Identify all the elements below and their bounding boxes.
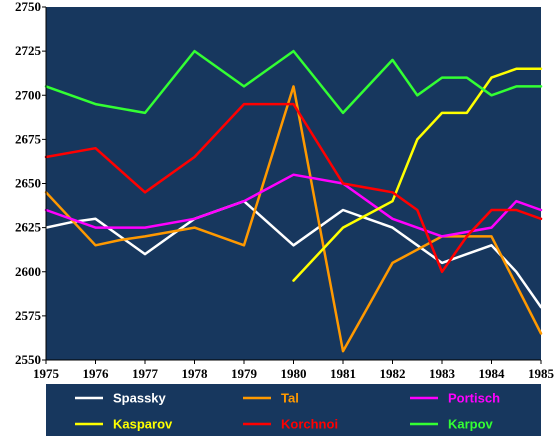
x-tick-label: 1982 [380,366,406,381]
legend-label-spassky: Spassky [113,391,167,406]
y-tick-label: 2725 [15,43,42,58]
y-tick-label: 2650 [15,176,41,191]
y-tick-label: 2550 [15,352,41,367]
x-tick-label: 1983 [429,366,456,381]
y-tick-label: 2700 [15,87,41,102]
y-tick-label: 2575 [15,308,42,323]
x-tick-label: 1984 [479,366,506,381]
x-tick-label: 1979 [231,366,258,381]
series-line-portisch [44,173,543,238]
legend-label-tal: Tal [281,391,299,406]
axes: 2550 2575 2600 2625 2650 2675 2700 2725 2750 1975… [15,0,555,381]
legend-label-korchnoi: Korchnoi [281,417,338,432]
x-tick-label: 1975 [33,366,60,381]
series-line-spassky [44,199,543,309]
series-line-kasparov [292,67,543,282]
legend-box [46,384,541,436]
x-tick-label: 1976 [83,366,110,381]
plot-area [46,7,541,360]
legend-label-kasparov: Kasparov [113,417,173,432]
legend-label-karpov: Karpov [448,417,494,432]
x-tick-label: 1981 [330,366,356,381]
series-lines [44,49,543,353]
y-tick-label: 2750 [15,0,41,14]
x-tick-label: 1977 [132,366,159,381]
y-tick-label: 2675 [15,131,42,146]
series-line-korchnoi [44,102,543,274]
series-line-karpov [44,49,543,115]
x-tick-label: 1985 [528,366,555,381]
y-tick-label: 2600 [15,264,41,279]
legend-label-portisch: Portisch [448,391,500,406]
x-tick-label: 1980 [281,366,307,381]
y-tick-label: 2625 [15,220,42,235]
x-tick-label: 1978 [182,366,209,381]
legend: Spassky Tal Portisch Kasparov Korchnoi Karpov [75,391,500,432]
